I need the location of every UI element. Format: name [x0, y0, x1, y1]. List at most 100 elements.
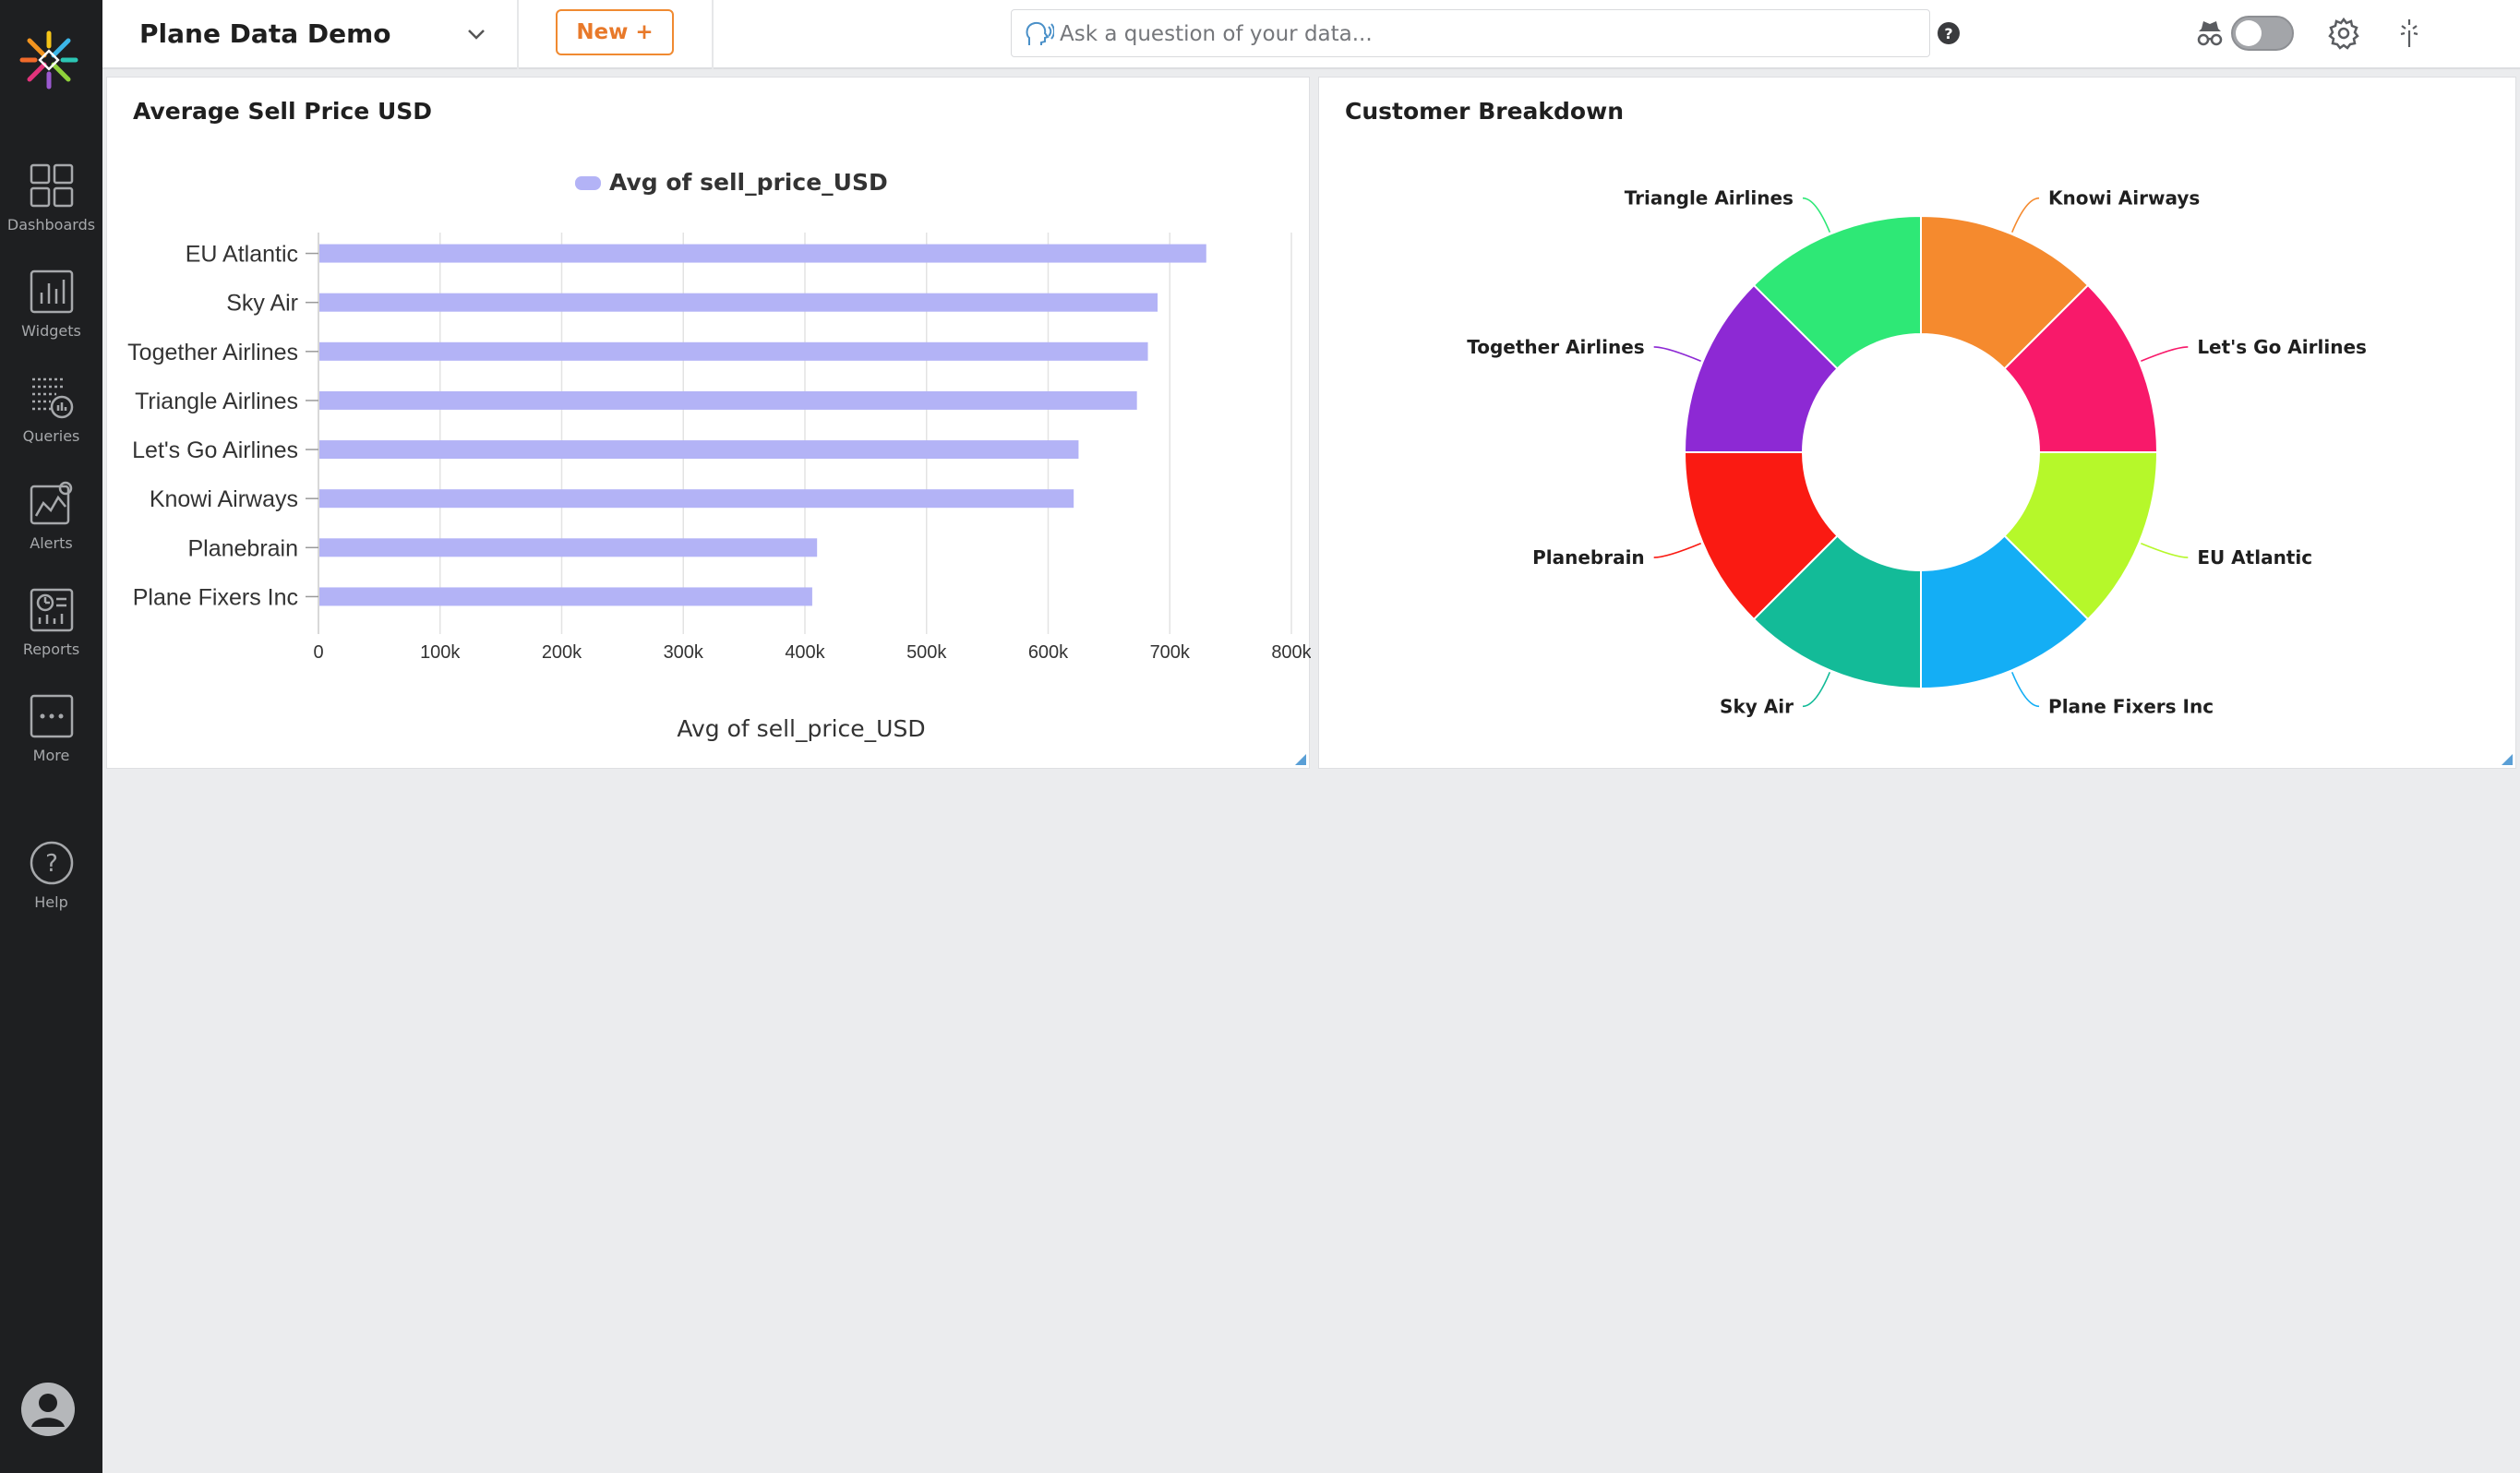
resize-handle-icon[interactable]	[2502, 754, 2513, 765]
bar[interactable]	[319, 440, 1079, 460]
donut-slice[interactable]	[1920, 214, 2090, 370]
slice-label: Let's Go Airlines	[2197, 336, 2367, 358]
slice-label: Triangle Airlines	[1625, 187, 1794, 210]
divider	[712, 0, 714, 69]
slice-label: Knowi Airways	[2048, 187, 2200, 210]
nav-item-help[interactable]: ? Help	[0, 840, 102, 911]
y-tick-label: Triangle Airlines	[135, 389, 298, 414]
widget-average-sell-price[interactable]: Average Sell Price USD Avg of sell_price…	[106, 77, 1311, 769]
dashboard-title: Plane Data Demo	[139, 18, 391, 49]
x-tick-label: 800k	[1271, 642, 1311, 663]
new-button[interactable]: New +	[556, 9, 674, 55]
bar[interactable]	[319, 587, 812, 606]
y-tick-label: Knowi Airways	[150, 486, 298, 512]
slice-label: Sky Air	[1720, 695, 1794, 717]
label-connector	[1802, 197, 1831, 233]
nav-label: Dashboards	[6, 216, 96, 234]
voice-assistant-icon	[1026, 21, 1054, 45]
bar[interactable]	[319, 293, 1158, 312]
slice-label: Plane Fixers Inc	[2048, 695, 2214, 717]
left-nav: Dashboards Widgets Queries	[0, 0, 102, 1473]
donut-slice[interactable]	[1920, 534, 2090, 690]
nav-label: Queries	[22, 427, 80, 445]
donut-slice[interactable]	[1752, 534, 1922, 690]
y-tick-label: Together Airlines	[127, 340, 298, 365]
y-tick-label: EU Atlantic	[186, 242, 298, 268]
x-tick-label: 300k	[664, 642, 704, 663]
nav-item-reports[interactable]: Reports	[0, 587, 102, 658]
donut-slice[interactable]	[2003, 283, 2159, 453]
bar[interactable]	[319, 341, 1148, 361]
nav-label: Help	[34, 893, 68, 911]
divider	[517, 0, 519, 69]
top-bar: Plane Data Demo New + ?	[102, 0, 2520, 69]
label-connector	[2141, 346, 2189, 363]
donut-slice[interactable]	[1683, 283, 1839, 453]
nav-item-more[interactable]: More	[0, 693, 102, 764]
dashboards-icon	[30, 163, 73, 208]
donut-slice[interactable]	[1752, 214, 1922, 370]
nav-label: Reports	[22, 641, 80, 658]
label-connector	[2010, 672, 2040, 708]
chevron-down-icon[interactable]	[462, 20, 490, 48]
y-tick-label: Planebrain	[187, 535, 298, 561]
app-logo-icon[interactable]	[17, 28, 81, 92]
help-circle-icon[interactable]: ?	[1936, 20, 1962, 46]
slice-label: Together Airlines	[1467, 336, 1644, 358]
label-connector	[1653, 542, 1701, 558]
ask-question-input[interactable]	[1058, 18, 1911, 51]
svg-text:?: ?	[1944, 25, 1952, 42]
x-axis-title: Avg of sell_price_USD	[677, 715, 925, 742]
ask-data-box[interactable]	[1011, 9, 1930, 57]
x-tick-label: 700k	[1150, 642, 1191, 663]
x-tick-label: 100k	[420, 642, 461, 663]
incognito-icon[interactable]	[2193, 17, 2226, 50]
x-tick-label: 0	[313, 642, 323, 663]
legend-label: Avg of sell_price_USD	[609, 169, 888, 196]
toggle-switch[interactable]	[2231, 16, 2294, 51]
x-tick-label: 200k	[542, 642, 582, 663]
widgets-icon	[30, 269, 73, 314]
x-tick-label: 400k	[785, 642, 825, 663]
label-connector	[1653, 346, 1701, 363]
bar[interactable]	[319, 390, 1137, 410]
svg-text:?: ?	[45, 850, 58, 878]
more-icon	[30, 694, 73, 738]
slice-label: EU Atlantic	[2197, 546, 2312, 569]
bar-chart: Avg of sell_price_USD 0 100k 200k 300k 400k 50…	[127, 169, 1311, 742]
nav-item-alerts[interactable]: Alerts	[0, 481, 102, 552]
widget-title: Average Sell Price USD	[133, 98, 433, 125]
x-tick-label: 600k	[1028, 642, 1069, 663]
user-avatar-icon[interactable]	[20, 1382, 76, 1437]
slice-label: Planebrain	[1532, 546, 1645, 569]
label-connector	[2010, 197, 2040, 233]
bar[interactable]	[319, 489, 1074, 509]
label-connector	[2141, 542, 2189, 558]
nav-item-dashboards[interactable]: Dashboards	[0, 162, 102, 234]
help-icon: ?	[30, 841, 73, 885]
donut-slice[interactable]	[2003, 451, 2159, 621]
donut-chart: Knowi Airways Let's Go Airlines EU Atlanti…	[1467, 187, 2367, 718]
label-connector	[1802, 672, 1831, 708]
widget-title: Customer Breakdown	[1345, 98, 1624, 125]
bar[interactable]	[319, 244, 1206, 263]
gear-icon[interactable]	[2327, 17, 2360, 50]
y-tick-label: Plane Fixers Inc	[133, 584, 298, 610]
queries-icon	[31, 377, 73, 419]
donut-slice[interactable]	[1683, 451, 1839, 621]
nav-label: More	[32, 747, 70, 764]
resize-handle-icon[interactable]	[1295, 754, 1306, 765]
y-tick-label: Sky Air	[226, 291, 298, 317]
toggle-knob	[2236, 20, 2262, 46]
y-tick-label: Let's Go Airlines	[132, 437, 298, 463]
chart-legend[interactable]: Avg of sell_price_USD	[575, 169, 888, 196]
reports-icon	[30, 588, 73, 632]
nav-item-queries[interactable]: Queries	[0, 374, 102, 445]
widget-customer-breakdown[interactable]: Customer Breakdown Knowi Airways Let's Go…	[1318, 77, 2516, 769]
nav-item-widgets[interactable]: Widgets	[0, 269, 102, 340]
alerts-icon	[30, 481, 72, 525]
x-tick-label: 500k	[906, 642, 947, 663]
magic-wand-icon[interactable]	[2393, 17, 2426, 50]
bar[interactable]	[319, 538, 818, 557]
nav-label: Alerts	[30, 534, 73, 552]
